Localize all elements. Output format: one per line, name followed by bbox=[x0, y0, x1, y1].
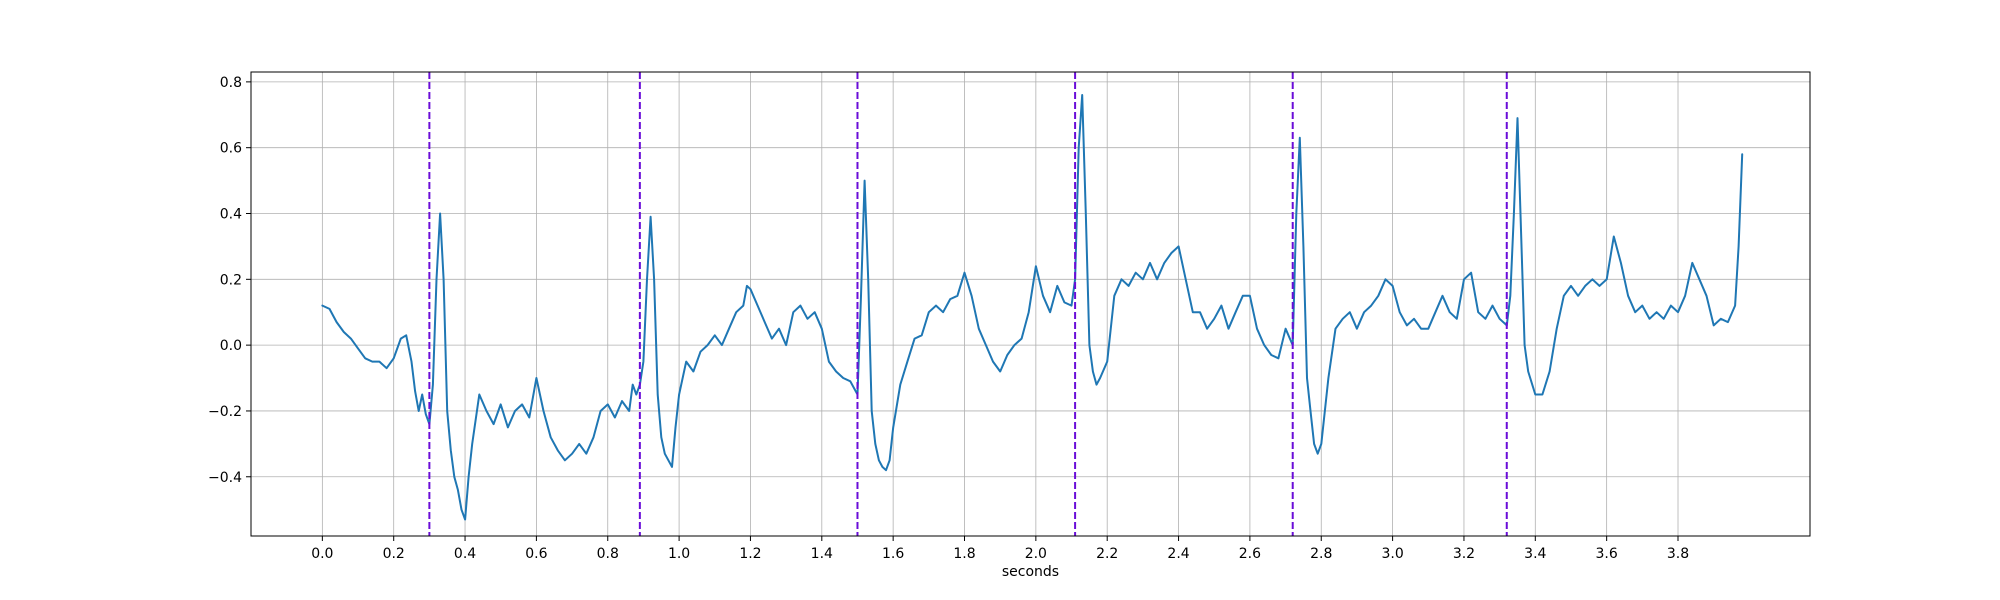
x-tick-label: 0.0 bbox=[311, 546, 333, 562]
x-tick-label: 3.8 bbox=[1667, 546, 1689, 562]
x-tick-label: 2.2 bbox=[1096, 546, 1118, 562]
y-tick-label: −0.2 bbox=[208, 404, 242, 420]
axis-ticks: 0.0 0.2 0.4 0.6 0.8 1.0 1.2 1.4 1.6 1.8 2.0 2.2 2.4 2… bbox=[208, 75, 1689, 562]
signal-series-line bbox=[321, 94, 1744, 521]
plot-frame bbox=[250, 71, 1811, 537]
x-tick-label: 3.4 bbox=[1524, 546, 1546, 562]
x-tick-label: 1.2 bbox=[739, 546, 761, 562]
x-tick-label: 2.4 bbox=[1167, 546, 1189, 562]
y-tick-label: 0.2 bbox=[220, 272, 242, 288]
y-tick-label: 0.8 bbox=[220, 75, 242, 91]
x-tick-label: 0.2 bbox=[383, 546, 405, 562]
x-tick-label: 3.6 bbox=[1596, 546, 1618, 562]
x-tick-label: 3.2 bbox=[1453, 546, 1475, 562]
x-axis-label: seconds bbox=[1002, 564, 1059, 580]
x-tick-label: 2.8 bbox=[1310, 546, 1332, 562]
x-tick-label: 0.6 bbox=[525, 546, 547, 562]
x-tick-label: 1.0 bbox=[668, 546, 690, 562]
x-tick-label: 0.4 bbox=[454, 546, 476, 562]
y-tick-label: 0.4 bbox=[220, 207, 242, 223]
x-tick-label: 1.6 bbox=[882, 546, 904, 562]
x-tick-label: 2.0 bbox=[1025, 546, 1047, 562]
y-tick-label: 0.6 bbox=[220, 141, 242, 157]
grid bbox=[251, 72, 1810, 536]
vertical-markers bbox=[428, 72, 1508, 536]
x-tick-label: 1.8 bbox=[953, 546, 975, 562]
x-tick-label: 1.4 bbox=[811, 546, 833, 562]
x-tick-label: 2.6 bbox=[1239, 546, 1261, 562]
series-layer bbox=[321, 94, 1744, 521]
y-tick-label: 0.0 bbox=[220, 338, 242, 354]
y-tick-label: −0.4 bbox=[208, 470, 242, 486]
x-tick-label: 3.0 bbox=[1381, 546, 1403, 562]
x-tick-label: 0.8 bbox=[597, 546, 619, 562]
